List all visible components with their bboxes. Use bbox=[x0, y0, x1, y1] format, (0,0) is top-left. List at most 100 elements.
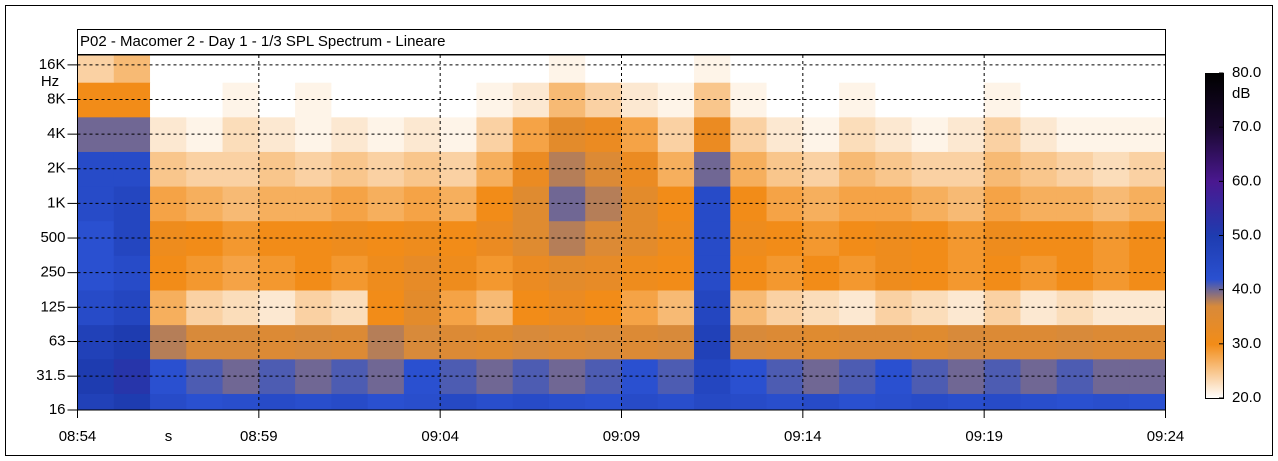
spectrum-cell bbox=[657, 220, 695, 256]
spectrum-cell bbox=[585, 151, 622, 187]
spectrum-cell bbox=[730, 116, 768, 152]
spectrum-cell bbox=[621, 220, 659, 256]
spectrum-cell bbox=[548, 82, 586, 118]
spectrum-cell bbox=[839, 55, 876, 83]
spectrum-cell bbox=[1020, 392, 1058, 411]
spectrum-cell bbox=[694, 186, 731, 222]
spectrum-cell bbox=[585, 55, 622, 83]
spectrum-cell bbox=[657, 255, 695, 291]
spectrum-cell bbox=[1092, 55, 1130, 83]
spectrum-cell bbox=[548, 220, 586, 256]
spectrum-cell bbox=[512, 220, 550, 256]
spectrum-cell bbox=[367, 55, 405, 83]
spectrum-cell bbox=[730, 358, 768, 394]
spectrum-cell bbox=[766, 55, 804, 83]
spectrum-cell bbox=[802, 255, 840, 291]
spectrum-cell bbox=[585, 220, 622, 256]
spectrum-cell bbox=[694, 116, 731, 152]
spectrum-cell bbox=[621, 55, 659, 83]
spectrum-cell bbox=[730, 324, 768, 360]
spectrum-cell bbox=[802, 289, 840, 326]
x-tick-label: 09:04 bbox=[421, 428, 459, 445]
y-tick-label: 8K bbox=[47, 90, 65, 107]
spectrum-cell bbox=[984, 55, 1021, 83]
spectrum-cell bbox=[331, 392, 369, 411]
spectrum-cell bbox=[621, 151, 659, 187]
spectrum-cell bbox=[802, 82, 840, 118]
spectrum-cell bbox=[657, 82, 695, 118]
y-tick-label: 2K bbox=[47, 160, 65, 177]
y-tick-label: 16K bbox=[39, 56, 66, 73]
spectrum-cell bbox=[621, 392, 659, 411]
y-unit: Hz bbox=[41, 73, 59, 90]
spectrum-cell bbox=[984, 392, 1021, 411]
spectrum-cell bbox=[911, 55, 949, 83]
spectrum-cell bbox=[657, 289, 695, 326]
spectrum-cell bbox=[258, 392, 296, 411]
spectrum-cell bbox=[621, 255, 659, 291]
spectrum-cell bbox=[802, 55, 840, 83]
spectrum-cell bbox=[403, 55, 441, 83]
spectrum-cell bbox=[730, 392, 768, 411]
spectrum-cell bbox=[476, 82, 514, 118]
spectrum-cell bbox=[476, 220, 514, 256]
spectrum-cell bbox=[911, 392, 949, 411]
spectrum-cell bbox=[585, 82, 622, 118]
y-tick-label: 500 bbox=[40, 229, 65, 246]
spectrum-cell bbox=[730, 82, 768, 118]
spectrum-cell bbox=[512, 358, 550, 394]
x-tick-label: 08:59 bbox=[240, 428, 278, 445]
x-tick-label: 09:24 bbox=[1147, 428, 1185, 445]
spectrum-cell bbox=[1092, 392, 1130, 411]
spectrum-cell bbox=[512, 82, 550, 118]
x-tick-label: 09:19 bbox=[965, 428, 1003, 445]
spectrum-cell bbox=[621, 289, 659, 326]
frame bbox=[5, 5, 1273, 456]
spectrum-cell bbox=[730, 255, 768, 291]
x-unit: s bbox=[165, 428, 173, 445]
spectrum-cell bbox=[585, 392, 622, 411]
spectrum-cell bbox=[802, 392, 840, 411]
x-tick-label: 08:54 bbox=[59, 428, 97, 445]
spectrum-cell bbox=[766, 220, 804, 256]
spectrum-cell bbox=[766, 151, 804, 187]
colorbar-tick-label: 70.0 bbox=[1232, 118, 1261, 135]
spectrum-cell bbox=[585, 324, 622, 360]
spectrum-cell bbox=[403, 392, 441, 411]
x-tick-label: 09:14 bbox=[784, 428, 822, 445]
spectrum-cell bbox=[657, 324, 695, 360]
spectrum-cell bbox=[766, 358, 804, 394]
spectrum-cell bbox=[512, 324, 550, 360]
spectrum-cell bbox=[77, 392, 115, 411]
y-tick-label: 125 bbox=[40, 298, 65, 315]
spectrum-cell bbox=[947, 55, 985, 83]
spectrum-cell bbox=[657, 55, 695, 83]
spectrum-cell bbox=[585, 186, 622, 222]
y-tick-label: 1K bbox=[47, 194, 65, 211]
spectrum-cell bbox=[1056, 392, 1094, 411]
colorbar-tick-label: 40.0 bbox=[1232, 281, 1261, 298]
spectrum-cell bbox=[694, 55, 731, 83]
spectrum-cell bbox=[657, 151, 695, 187]
spectrum-cell bbox=[476, 358, 514, 394]
spectrum-cell bbox=[694, 324, 731, 360]
spectrum-cell bbox=[476, 55, 514, 83]
spectrum-cell bbox=[476, 289, 514, 326]
spectrum-cell bbox=[585, 255, 622, 291]
spectrum-cell bbox=[730, 289, 768, 326]
spectrum-cell bbox=[548, 186, 586, 222]
spectrum-cell bbox=[766, 324, 804, 360]
spectrum-cell bbox=[512, 151, 550, 187]
spectrum-cell bbox=[621, 82, 659, 118]
colorbar-label: dB bbox=[1232, 85, 1250, 102]
spectrum-cell bbox=[694, 255, 731, 291]
spectrum-cell bbox=[512, 55, 550, 83]
spectrum-cell bbox=[295, 55, 332, 83]
spectrum-cell bbox=[802, 220, 840, 256]
spectrum-cell bbox=[440, 55, 477, 83]
spectrum-cell bbox=[113, 392, 151, 411]
spectrum-cell bbox=[1129, 55, 1166, 83]
spectrum-cell bbox=[766, 289, 804, 326]
spectrum-cell bbox=[802, 324, 840, 360]
spectrum-cell bbox=[694, 151, 731, 187]
